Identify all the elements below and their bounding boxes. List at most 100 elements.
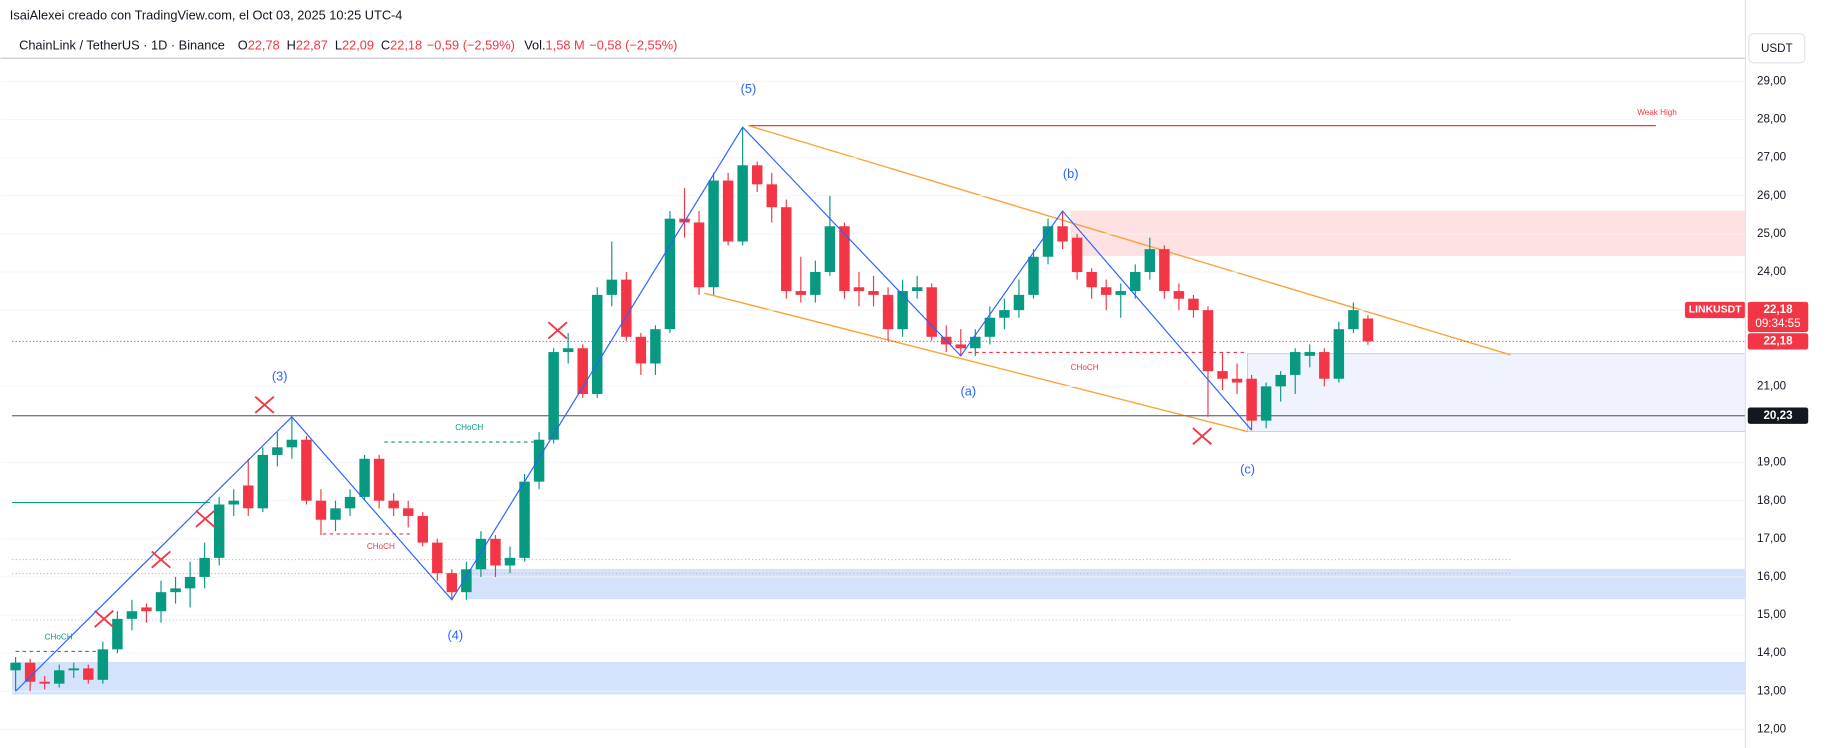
candle-body bbox=[839, 226, 850, 292]
candle-body bbox=[650, 329, 661, 364]
candle-body bbox=[868, 291, 879, 295]
candle-body bbox=[1115, 291, 1126, 295]
price-axis bbox=[1745, 0, 1825, 748]
wave-label: (a) bbox=[961, 383, 977, 398]
x-marker bbox=[254, 395, 275, 414]
price-tag bbox=[1747, 407, 1809, 424]
y-tick-label: 14,00 bbox=[1757, 646, 1787, 659]
candle-body bbox=[1275, 374, 1286, 387]
candle-body bbox=[141, 607, 152, 612]
candle-body bbox=[562, 348, 574, 353]
candle-body bbox=[53, 670, 65, 684]
candle-body bbox=[504, 557, 516, 566]
price-tag-label: 22,18 bbox=[1763, 334, 1793, 347]
candle-body bbox=[97, 649, 109, 680]
candle-body bbox=[533, 439, 545, 482]
y-tick-label: 24,00 bbox=[1757, 265, 1787, 278]
candle-body bbox=[83, 668, 94, 680]
candle-body bbox=[635, 336, 647, 364]
candle-body bbox=[519, 481, 530, 558]
candle-body bbox=[228, 500, 239, 505]
grid bbox=[0, 80, 1746, 730]
candle-body bbox=[897, 291, 908, 330]
x-marker bbox=[94, 610, 114, 628]
candle-body bbox=[475, 538, 487, 570]
candle-body bbox=[1057, 226, 1068, 242]
weak-high-label: Weak High bbox=[1637, 108, 1677, 117]
currency[interactable]: USDT bbox=[1761, 42, 1793, 55]
candle-body bbox=[911, 287, 923, 292]
wave-label: (b) bbox=[1063, 166, 1079, 181]
candle-body bbox=[301, 439, 312, 501]
candle-body bbox=[257, 454, 269, 509]
candle-body bbox=[781, 207, 792, 292]
countdown-price: 22,18 bbox=[1763, 303, 1793, 316]
choch-label: CHoCH bbox=[45, 633, 73, 642]
candle-body bbox=[446, 573, 458, 593]
y-tick-label: 15,00 bbox=[1757, 608, 1787, 621]
candle-body bbox=[155, 592, 167, 612]
candle-body bbox=[315, 500, 327, 520]
ohlc-value: 22,18 bbox=[390, 38, 422, 53]
candle-body bbox=[970, 336, 981, 349]
axis-labels: 29,0028,0027,0026,0025,0024,0023,0021,00… bbox=[1747, 75, 1809, 735]
ohlc-key: C bbox=[381, 38, 390, 53]
symbol-tag-label: LINKUSDT bbox=[1689, 305, 1742, 316]
volume: 1,58 M bbox=[546, 38, 585, 53]
candle-body bbox=[1246, 378, 1257, 421]
candle-body bbox=[112, 618, 123, 650]
candle-body bbox=[766, 184, 777, 208]
y-tick-label: 27,00 bbox=[1757, 151, 1787, 164]
candle-body bbox=[461, 569, 472, 593]
candle-body bbox=[243, 485, 254, 509]
ohlc-key: O bbox=[238, 38, 248, 53]
candle-body bbox=[708, 180, 719, 288]
channel-line bbox=[748, 124, 1511, 356]
target-zone bbox=[1247, 353, 1746, 433]
candle-body bbox=[664, 218, 676, 330]
candle-body bbox=[955, 344, 967, 349]
x-marker bbox=[1192, 427, 1213, 446]
wave-label: (c) bbox=[1240, 461, 1255, 476]
candle-body bbox=[24, 662, 36, 682]
candle-body bbox=[1231, 378, 1243, 383]
candle-body bbox=[1260, 386, 1272, 421]
candle-body bbox=[359, 458, 370, 497]
y-tick-label: 26,00 bbox=[1757, 189, 1787, 202]
candle-body bbox=[1173, 291, 1185, 299]
symbol-tag bbox=[1684, 301, 1746, 319]
currency-button[interactable] bbox=[1748, 33, 1806, 64]
candle-body bbox=[882, 294, 894, 330]
candle-body bbox=[1028, 256, 1039, 295]
price-tag-label: 20,23 bbox=[1763, 409, 1793, 422]
candle-body bbox=[330, 508, 341, 520]
candle-body bbox=[1289, 352, 1301, 375]
volume-label: Vol. bbox=[524, 38, 545, 53]
ohlc-key: H bbox=[287, 38, 296, 53]
y-tick-label: 21,00 bbox=[1757, 379, 1787, 392]
change: −0,59 (−2,59%) bbox=[427, 38, 515, 53]
x-marker bbox=[195, 509, 216, 528]
price-tag bbox=[1747, 333, 1809, 350]
price-lines: LINKUSDT bbox=[12, 301, 1746, 417]
candle-body bbox=[388, 500, 399, 509]
y-tick-label: 16,00 bbox=[1757, 570, 1787, 583]
candle-body bbox=[1333, 329, 1345, 379]
candle-body bbox=[184, 576, 196, 589]
x-markers bbox=[94, 321, 1213, 628]
candle-body bbox=[737, 165, 748, 242]
wave-label: (3) bbox=[272, 368, 288, 383]
candle-body bbox=[199, 557, 210, 577]
candle-body bbox=[126, 611, 138, 619]
candle-body bbox=[170, 588, 181, 593]
y-tick-label: 28,00 bbox=[1757, 113, 1787, 126]
candles bbox=[10, 127, 1374, 692]
y-tick-label: 25,00 bbox=[1757, 227, 1787, 240]
y-tick-label: 17,00 bbox=[1757, 532, 1787, 545]
candle-body bbox=[592, 294, 603, 394]
candle-body bbox=[999, 310, 1010, 318]
channel-line bbox=[704, 292, 1248, 433]
choch-label: CHoCH bbox=[1071, 363, 1099, 372]
candle-body bbox=[1086, 272, 1097, 288]
